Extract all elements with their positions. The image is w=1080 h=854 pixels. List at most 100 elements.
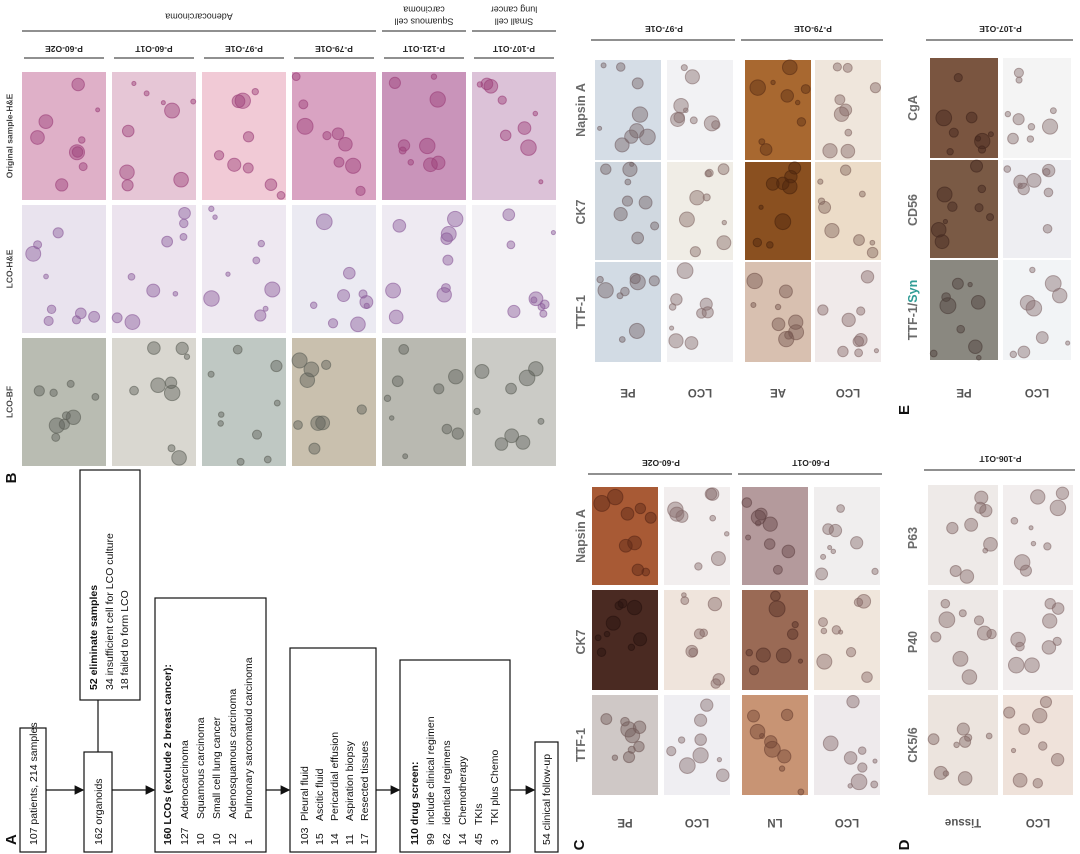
micrograph-cell [1049, 107, 1057, 115]
micrograph-cell [270, 359, 283, 373]
micrograph-cell [356, 404, 367, 415]
micrograph [930, 160, 998, 258]
micrograph [1003, 260, 1071, 360]
flow-box [79, 469, 141, 701]
micrograph-cell [121, 179, 134, 192]
micrograph-cell [597, 282, 614, 299]
row-label: LCO [688, 386, 712, 398]
micrograph-cell [699, 297, 713, 311]
micrograph-cell [987, 131, 994, 138]
flow-text: Pericardial effusion [329, 732, 341, 821]
micrograph [472, 338, 556, 466]
row-label: LN [767, 816, 782, 828]
micrograph-cell [1041, 163, 1056, 178]
micrograph-cell [951, 277, 964, 290]
flow-text: Pulmonary sarcomatoid carcinoma [243, 657, 255, 819]
micrograph-cell [624, 727, 641, 744]
micrograph-cell [539, 309, 548, 318]
micrograph-cell [700, 698, 714, 712]
micrograph-cell [746, 272, 763, 290]
group-label: Small cell [495, 17, 534, 27]
micrograph-cell [537, 417, 545, 425]
stain-label-part: CK5/6 [906, 727, 920, 762]
flow-title: 52 eliminate samples [88, 585, 100, 690]
micrograph-cell [694, 733, 707, 746]
micrograph-cell [800, 84, 811, 95]
micrograph [930, 260, 998, 360]
row-label: LCO [685, 816, 709, 828]
micrograph-cell [935, 109, 953, 127]
micrograph-cell [68, 144, 86, 161]
micrograph-cell [791, 621, 799, 629]
micrograph-cell [262, 305, 269, 312]
micrograph-cell [337, 289, 351, 303]
micrograph [664, 695, 730, 795]
group-label: lung cancer [491, 5, 538, 15]
micrograph-cell [327, 318, 339, 329]
panel-label: C [571, 839, 588, 850]
micrograph-cell [497, 95, 507, 105]
micrograph-cell [291, 72, 301, 82]
micrograph-cell [965, 111, 978, 124]
micrograph-cell [617, 598, 628, 609]
micrograph-cell [770, 79, 776, 86]
micrograph-cell [388, 76, 401, 89]
micrograph-cell [758, 204, 764, 210]
micrograph-cell [1044, 597, 1056, 610]
micrograph [1003, 160, 1071, 258]
micrograph-cell [942, 218, 949, 225]
micrograph-cell [626, 599, 643, 616]
micrograph-cell [1012, 772, 1028, 788]
micrograph-cell [678, 211, 695, 228]
micrograph-cell [724, 531, 730, 537]
stain-label-part: CK7 [574, 199, 588, 224]
micrograph-cell [620, 286, 630, 297]
stain-label-part: CD56 [906, 194, 920, 226]
micrograph [930, 58, 998, 158]
micrograph-cell [538, 179, 544, 185]
micrograph-cell [46, 304, 57, 315]
micrograph-cell [614, 137, 630, 153]
micrograph-cell [451, 427, 464, 440]
micrograph-cell [71, 315, 82, 325]
micrograph [667, 162, 733, 260]
micrograph-cell [173, 171, 189, 188]
micrograph-cell [854, 348, 864, 358]
micrograph-cell [856, 594, 872, 609]
micrograph-cell [147, 341, 161, 355]
micrograph-cell [600, 713, 613, 725]
micrograph-cell [970, 295, 986, 310]
micrograph-cell [51, 432, 61, 442]
micrograph-cell [88, 310, 101, 323]
micrograph [814, 590, 880, 690]
sample-id: P-106-O1T [979, 454, 1022, 464]
micrograph-cell [678, 757, 696, 774]
micrograph-cell [670, 293, 683, 306]
panel-label: B [3, 472, 20, 483]
micrograph-cell [150, 377, 166, 393]
micrograph-cell [947, 201, 958, 212]
micrograph-cell [797, 788, 805, 796]
micrograph-cell [448, 368, 464, 385]
micrograph-cell [933, 765, 948, 780]
micrograph-cell [638, 195, 653, 210]
micrograph-cell [974, 132, 991, 150]
micrograph-cell [707, 596, 723, 612]
micrograph-cell [936, 186, 953, 203]
micrograph-cell [1003, 165, 1012, 173]
micrograph-cell [217, 420, 224, 427]
sample-id: P-97-O1E [645, 24, 683, 34]
micrograph [815, 262, 881, 362]
micrograph-cell [1055, 486, 1070, 500]
micrograph-cell [977, 184, 987, 194]
micrograph-cell [473, 407, 481, 416]
micrograph-cell [517, 121, 532, 135]
micrograph-cell [866, 246, 879, 259]
micrograph-cell [355, 185, 366, 197]
flow-text: 162 organoids [93, 778, 105, 845]
micrograph-cell [838, 629, 844, 635]
micrograph-cell [1029, 266, 1036, 274]
flow-text: 107 patients, 214 samples [28, 722, 40, 845]
micrograph-cell [853, 234, 865, 246]
micrograph-cell [474, 363, 490, 379]
